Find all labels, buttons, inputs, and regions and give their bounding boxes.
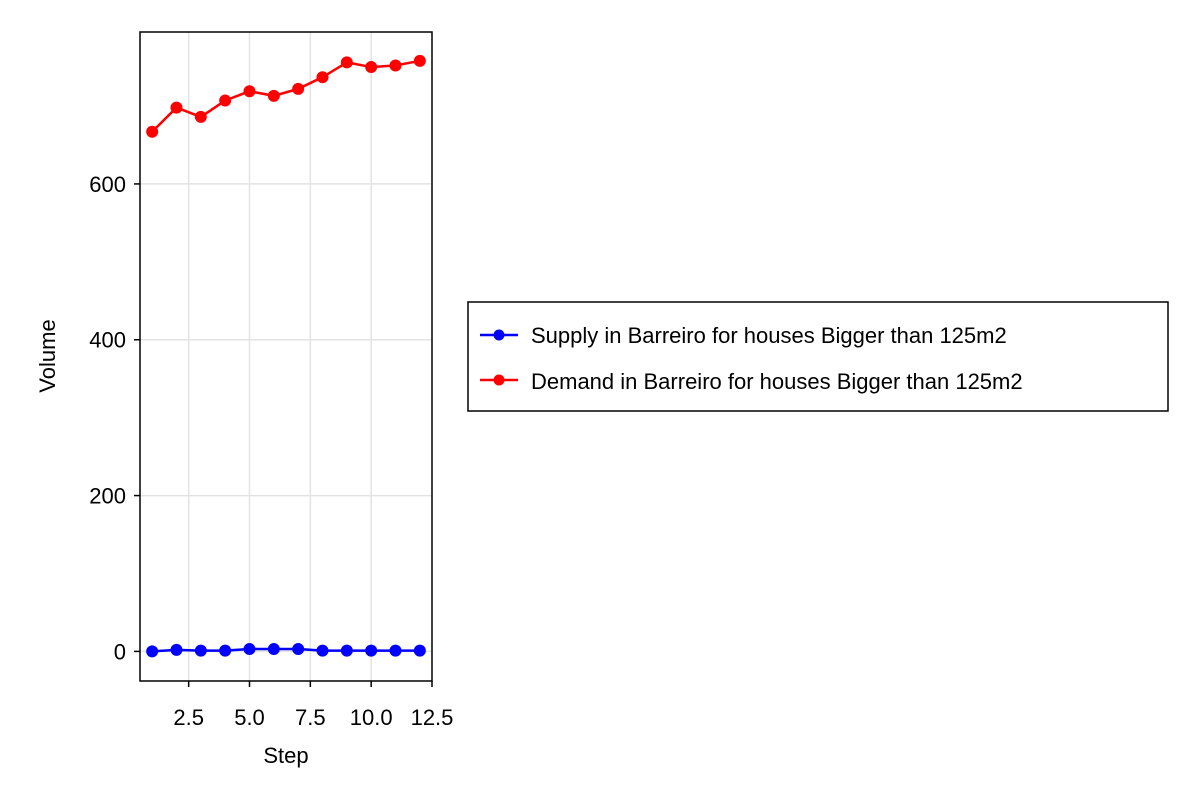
data-point-supply [170,643,183,656]
data-point-supply [267,643,280,656]
data-point-supply [219,644,232,657]
legend-entry-supply: Supply in Barreiro for houses Bigger tha… [480,323,1007,348]
data-point-demand [219,94,232,107]
legend-marker-demand [493,374,505,386]
data-point-supply [292,643,305,656]
data-point-demand [316,71,329,84]
y-axis-label: Volume [35,319,60,392]
x-tick-label: 2.5 [173,705,204,730]
data-point-supply [146,645,159,658]
x-tick-label: 7.5 [295,705,326,730]
legend-marker-supply [493,329,505,341]
y-tick-label: 0 [114,639,126,664]
legend-label-supply: Supply in Barreiro for houses Bigger tha… [531,323,1007,348]
plot-frame [139,31,433,682]
axis-ticks: 2.5 5.0 7.5 10.0 12.5 0 200 400 600 [89,172,453,730]
y-tick-label: 400 [89,328,126,353]
data-point-demand [389,59,402,72]
data-point-demand [243,85,256,98]
data-point-supply [413,644,426,657]
data-point-demand [292,82,305,95]
data-point-supply [194,644,207,657]
y-tick-label: 600 [89,172,126,197]
data-point-supply [243,643,256,656]
series-line-demand [151,59,421,133]
y-tick-label: 200 [89,484,126,509]
data-point-demand [170,101,183,114]
x-tick-label: 10.0 [350,705,393,730]
data-point-supply [316,644,329,657]
data-point-demand [194,110,207,123]
legend-label-demand: Demand in Barreiro for houses Bigger tha… [531,369,1023,394]
legend: Supply in Barreiro for houses Bigger tha… [467,301,1169,412]
legend-entry-demand: Demand in Barreiro for houses Bigger tha… [480,369,1023,394]
data-point-demand [146,125,159,138]
x-axis-label: Step [263,743,308,768]
data-point-demand [267,89,280,102]
grid-lines [140,32,432,681]
data-point-supply [365,644,378,657]
x-tick-label: 5.0 [234,705,265,730]
data-point-supply [340,644,353,657]
data-point-supply [389,644,402,657]
x-tick-label: 12.5 [411,705,454,730]
series-layer [146,54,426,658]
data-point-demand [413,54,426,67]
data-point-demand [340,56,353,69]
data-point-demand [365,61,378,74]
legend-box [467,301,1169,412]
